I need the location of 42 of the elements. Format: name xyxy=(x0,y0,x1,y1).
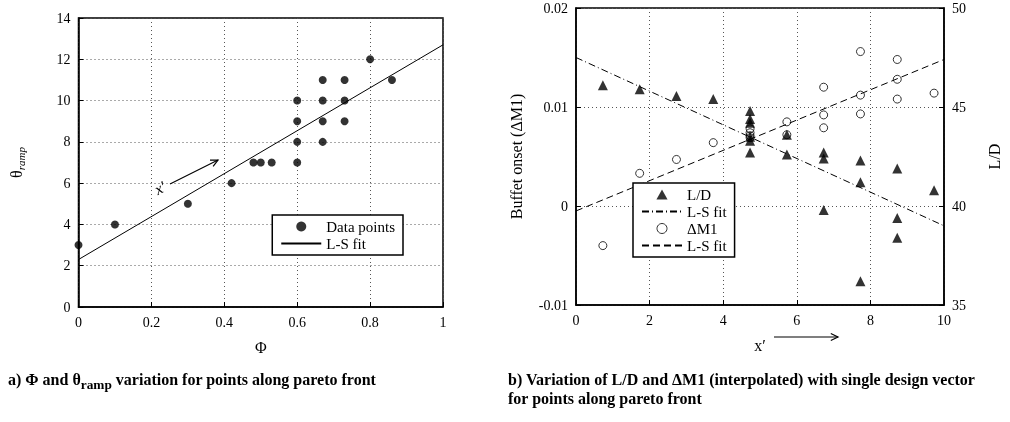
legend-label: ΔM1 xyxy=(687,220,718,237)
y-tick-label: 2 xyxy=(63,258,71,274)
y2-tick-label: 40 xyxy=(952,198,966,214)
x-axis-title: x′ xyxy=(754,336,766,354)
legend-label: L-S fit xyxy=(687,237,728,254)
x-tick-label: 2 xyxy=(646,312,654,328)
y-tick-label: 10 xyxy=(56,93,71,109)
y-axis-title: θramp xyxy=(7,146,27,178)
y-tick-label: 4 xyxy=(63,216,71,232)
y-tick-label: 0 xyxy=(561,198,568,214)
x-tick-label: 1 xyxy=(439,314,447,330)
x-tick-label: 10 xyxy=(937,312,951,328)
y-tick-label: 0.02 xyxy=(543,0,568,16)
x-axis-title: Φ xyxy=(254,338,267,356)
x-tick-label: 4 xyxy=(719,312,727,328)
text: b) Variation of L/D and ΔM1 (interpolated) with single design vector for points along pareto front xyxy=(507,370,976,408)
y-tick-label: 0.01 xyxy=(543,99,568,115)
legend-label: L/D xyxy=(687,186,712,203)
x-tick-label: 8 xyxy=(866,312,874,328)
x-tick-label: 0.6 xyxy=(288,314,306,330)
x-tick-label: 6 xyxy=(793,312,801,328)
legend-label: L-S fit xyxy=(326,235,367,252)
x-tick-label: 0 xyxy=(75,314,82,330)
x-tick-label: 0.4 xyxy=(215,314,234,330)
y2-tick-label: 50 xyxy=(952,0,966,16)
x-tick-label: 0.2 xyxy=(142,314,161,330)
text: a) Φ and θ$_{ramp}$ variation for points along pareto front xyxy=(7,370,377,395)
y2-tick-label: 45 xyxy=(952,99,966,115)
y-tick-label: 14 xyxy=(56,10,71,26)
y-tick-label: 12 xyxy=(56,51,71,67)
legend-label: Data points xyxy=(326,218,396,235)
y-tick-label: 8 xyxy=(63,134,71,150)
y-tick-label: 0 xyxy=(63,299,71,315)
y-axis-title: Buffet onset (ΔM1) xyxy=(507,93,526,220)
y-tick-label: -0.01 xyxy=(538,297,568,313)
x-tick-label: 0.8 xyxy=(361,314,379,330)
legend-label: L-S fit xyxy=(687,203,728,220)
annotation: x′ xyxy=(150,177,170,199)
y-tick-label: 6 xyxy=(63,175,71,191)
x-tick-label: 0 xyxy=(572,312,580,328)
y2-axis-title: L/D xyxy=(985,143,1003,170)
y2-tick-label: 35 xyxy=(952,297,966,313)
